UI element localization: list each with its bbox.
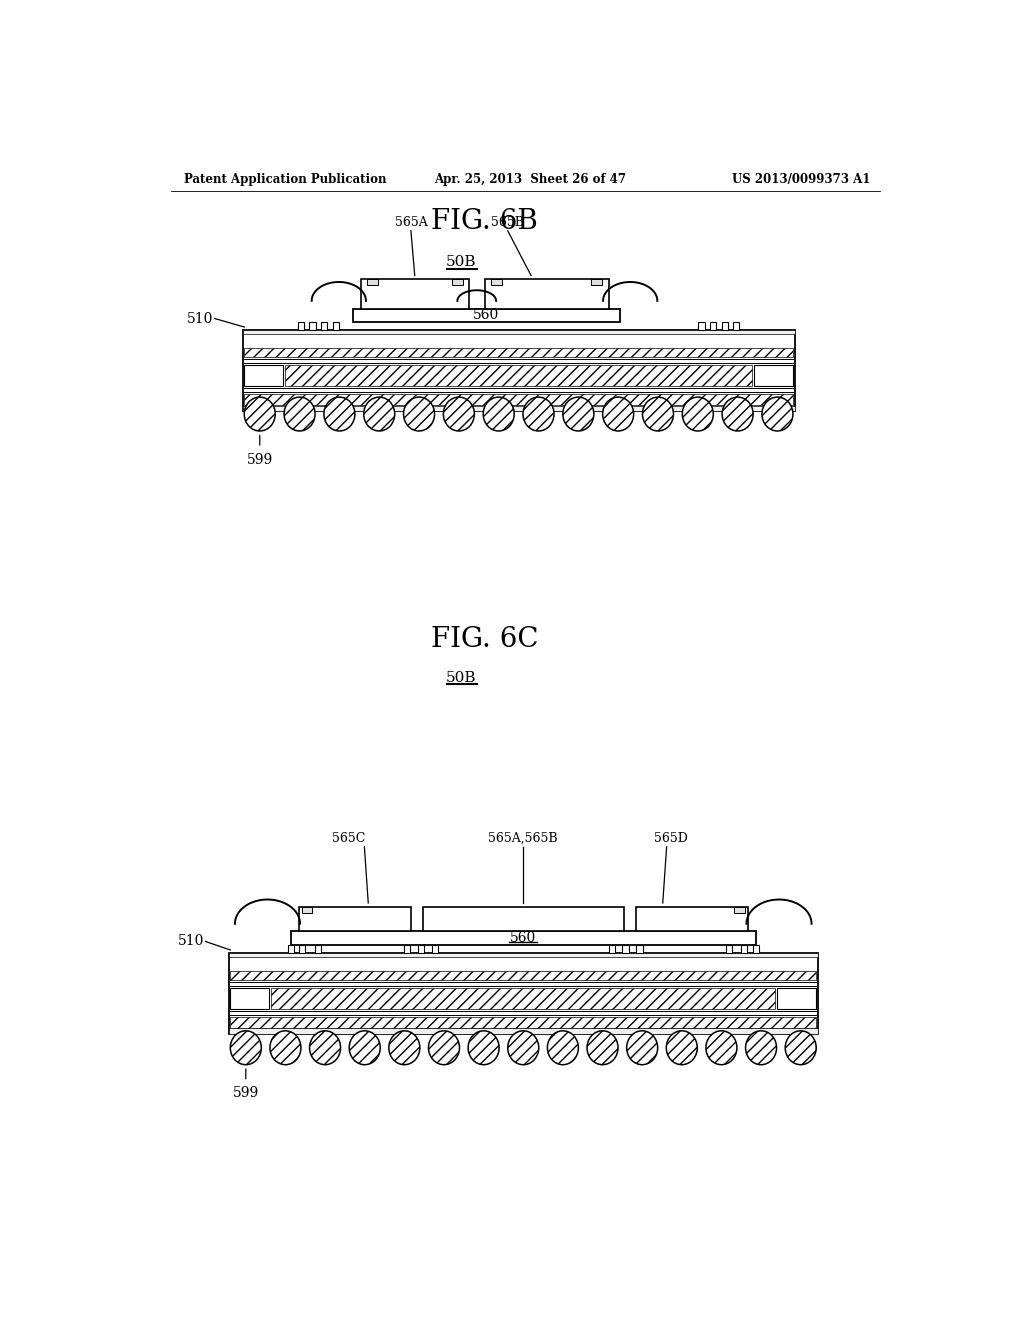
Bar [360, 280, 469, 309]
Bar [432, 945, 438, 953]
Text: 560: 560 [473, 309, 500, 322]
Text: FIG. 6C: FIG. 6C [431, 626, 539, 653]
Bar [423, 907, 624, 932]
Ellipse shape [706, 1031, 737, 1065]
Text: FIG. 6B: FIG. 6B [431, 209, 538, 235]
Bar [698, 322, 705, 330]
Bar [592, 280, 602, 285]
Bar [734, 907, 744, 913]
Bar [245, 364, 283, 387]
Bar [333, 322, 339, 330]
Text: 50B: 50B [446, 255, 476, 269]
Ellipse shape [230, 1031, 261, 1065]
Text: 510: 510 [177, 935, 204, 949]
Ellipse shape [682, 397, 714, 432]
Ellipse shape [483, 397, 514, 432]
Ellipse shape [403, 397, 434, 432]
Ellipse shape [603, 397, 634, 432]
Ellipse shape [762, 397, 793, 432]
Bar [418, 945, 424, 953]
Text: 599: 599 [232, 1086, 259, 1101]
Text: 565A: 565A [394, 216, 427, 230]
Ellipse shape [785, 1031, 816, 1065]
Bar [636, 907, 748, 932]
Bar [228, 1028, 818, 1034]
Bar [314, 945, 321, 953]
Bar [733, 322, 739, 330]
Bar [722, 322, 728, 330]
Ellipse shape [722, 397, 753, 432]
Bar [777, 987, 816, 1010]
Bar [726, 945, 732, 953]
Ellipse shape [270, 1031, 301, 1065]
Text: 510: 510 [186, 312, 213, 326]
Text: 565C: 565C [332, 832, 366, 845]
Bar [302, 907, 312, 913]
Bar [271, 987, 775, 1010]
Bar [230, 987, 269, 1010]
Bar [286, 364, 752, 387]
Ellipse shape [523, 397, 554, 432]
Text: 560: 560 [510, 932, 537, 945]
Bar [245, 395, 793, 405]
Text: 565D: 565D [653, 832, 687, 845]
Bar [367, 280, 378, 285]
Ellipse shape [324, 397, 355, 432]
Ellipse shape [389, 1031, 420, 1065]
Bar [623, 945, 629, 953]
Bar [636, 945, 643, 953]
Bar [753, 945, 759, 953]
Ellipse shape [627, 1031, 657, 1065]
Text: US 2013/0099373 A1: US 2013/0099373 A1 [732, 173, 870, 186]
Text: 565B: 565B [492, 216, 524, 230]
Ellipse shape [428, 1031, 460, 1065]
Text: Patent Application Publication: Patent Application Publication [183, 173, 386, 186]
Bar [403, 945, 410, 953]
Bar [243, 330, 795, 334]
Bar [228, 953, 818, 1034]
Bar [228, 953, 818, 957]
Ellipse shape [667, 1031, 697, 1065]
Bar [352, 309, 621, 322]
Bar [243, 405, 795, 411]
Bar [288, 945, 294, 953]
Bar [299, 945, 305, 953]
Bar [291, 932, 756, 945]
Text: Apr. 25, 2013  Sheet 26 of 47: Apr. 25, 2013 Sheet 26 of 47 [434, 173, 626, 186]
Bar [608, 945, 614, 953]
Bar [321, 322, 328, 330]
Ellipse shape [642, 397, 674, 432]
Ellipse shape [563, 397, 594, 432]
Ellipse shape [349, 1031, 380, 1065]
Ellipse shape [309, 1031, 341, 1065]
Bar [299, 907, 411, 932]
Bar [309, 322, 315, 330]
Bar [755, 364, 793, 387]
Ellipse shape [508, 1031, 539, 1065]
Text: 599: 599 [247, 453, 272, 466]
Ellipse shape [745, 1031, 776, 1065]
Bar [490, 280, 502, 285]
Ellipse shape [284, 397, 315, 432]
Ellipse shape [245, 397, 275, 432]
Text: 565A,565B: 565A,565B [488, 832, 558, 845]
Bar [298, 322, 304, 330]
Bar [710, 322, 716, 330]
Ellipse shape [468, 1031, 499, 1065]
Ellipse shape [443, 397, 474, 432]
Text: 50B: 50B [446, 671, 476, 685]
Bar [230, 1016, 816, 1028]
Bar [230, 970, 816, 979]
Bar [484, 280, 608, 309]
Bar [245, 348, 793, 358]
Ellipse shape [364, 397, 394, 432]
Bar [243, 330, 795, 411]
Bar [741, 945, 748, 953]
Bar [452, 280, 463, 285]
Ellipse shape [548, 1031, 579, 1065]
Ellipse shape [587, 1031, 618, 1065]
